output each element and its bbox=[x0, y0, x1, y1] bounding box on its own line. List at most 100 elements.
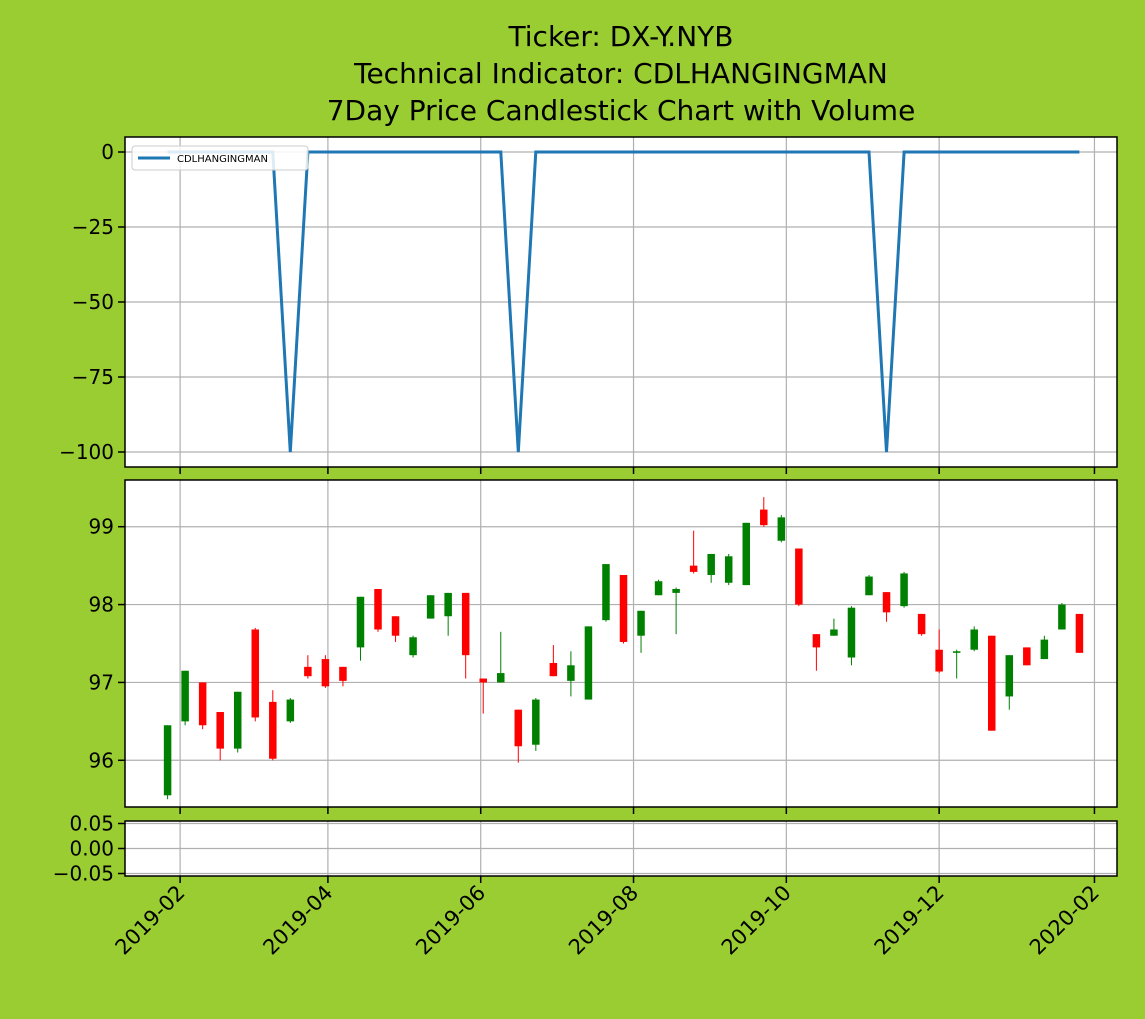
candle bbox=[1075, 613, 1084, 653]
candlestick-series bbox=[163, 497, 1084, 800]
candle-body bbox=[777, 517, 786, 541]
candle bbox=[602, 564, 610, 622]
candle-body bbox=[339, 666, 347, 681]
candle bbox=[619, 574, 628, 644]
y-tick-label: 99 bbox=[89, 515, 114, 539]
candle-body bbox=[409, 637, 417, 656]
candle bbox=[461, 592, 470, 679]
candle-body bbox=[549, 662, 558, 677]
candle bbox=[935, 629, 943, 674]
indicator-legend: CDLHANGINGMAN bbox=[131, 145, 309, 171]
price-panel: 96 97 98 99 bbox=[89, 479, 1118, 808]
y-tick-label: 96 bbox=[89, 748, 114, 772]
candle-body bbox=[672, 589, 680, 593]
candle bbox=[724, 553, 733, 586]
candle bbox=[882, 592, 891, 622]
volume-grid bbox=[125, 821, 1117, 876]
candle-body bbox=[286, 699, 295, 722]
candle-body bbox=[374, 589, 382, 630]
candle bbox=[812, 634, 821, 671]
indicator-panel: 0 −25 −50 −75 −100 CDLHANGINGMAN bbox=[59, 136, 1118, 468]
candle bbox=[584, 626, 593, 700]
y-tick-label: −25 bbox=[72, 215, 114, 239]
candle bbox=[760, 497, 768, 527]
candle-body bbox=[760, 509, 768, 526]
candle-body bbox=[654, 581, 663, 596]
candle bbox=[269, 690, 277, 761]
candle-body bbox=[584, 626, 593, 700]
candle-body bbox=[233, 691, 242, 749]
candle bbox=[1005, 655, 1014, 710]
candle-body bbox=[181, 670, 189, 722]
candle-body bbox=[602, 564, 610, 621]
y-tick-label: 98 bbox=[89, 593, 114, 617]
legend-box bbox=[131, 145, 309, 171]
candle bbox=[444, 592, 452, 636]
candle-body bbox=[882, 592, 891, 613]
candle-body bbox=[444, 592, 452, 617]
candle bbox=[391, 616, 400, 642]
candle bbox=[970, 626, 978, 652]
candle-body bbox=[321, 659, 330, 687]
candle-body bbox=[707, 553, 715, 575]
candle bbox=[497, 631, 505, 683]
candle bbox=[777, 515, 786, 543]
candle-body bbox=[847, 607, 856, 658]
y-tick-label: −0.05 bbox=[53, 862, 114, 886]
candle-body bbox=[830, 629, 838, 636]
candle-body bbox=[970, 629, 978, 650]
candle bbox=[198, 682, 207, 730]
candle-body bbox=[532, 699, 540, 745]
candle-body bbox=[900, 573, 908, 607]
candle bbox=[374, 589, 382, 632]
candle bbox=[1040, 635, 1049, 660]
chart-title: Ticker: DX-Y.NYB Technical Indicator: CD… bbox=[327, 20, 916, 127]
candle-body bbox=[1023, 647, 1031, 666]
candle-body bbox=[514, 709, 523, 747]
candle bbox=[637, 610, 645, 653]
y-tick-label: 0 bbox=[101, 140, 114, 164]
indicator-panel-frame bbox=[124, 136, 1118, 468]
candle-body bbox=[1075, 613, 1084, 653]
candle bbox=[233, 691, 242, 753]
candle-body bbox=[812, 634, 821, 648]
title-line-1: Ticker: DX-Y.NYB bbox=[508, 20, 734, 53]
y-tick-label: −50 bbox=[72, 290, 114, 314]
candle-body bbox=[567, 665, 575, 681]
candle bbox=[321, 655, 330, 688]
candle-body bbox=[689, 565, 698, 572]
price-panel-frame bbox=[124, 479, 1118, 808]
candle-body bbox=[216, 712, 224, 749]
y-tick-label: 97 bbox=[89, 670, 114, 694]
candle-body bbox=[198, 682, 207, 726]
candle-body bbox=[935, 649, 943, 672]
candle bbox=[742, 522, 751, 586]
candle bbox=[865, 574, 873, 596]
candle bbox=[181, 670, 189, 726]
candle-body bbox=[724, 556, 733, 583]
candle bbox=[479, 678, 487, 714]
y-tick-label: −100 bbox=[59, 440, 114, 464]
candle-body bbox=[637, 610, 645, 636]
candle bbox=[216, 712, 224, 761]
candle bbox=[795, 548, 803, 607]
candle bbox=[163, 725, 172, 800]
candle bbox=[917, 613, 926, 636]
price-y-axis: 96 97 98 99 bbox=[89, 515, 125, 772]
indicator-series-line bbox=[167, 150, 1080, 453]
candle-body bbox=[987, 635, 996, 731]
candle-body bbox=[795, 548, 803, 605]
candle-body bbox=[742, 522, 751, 586]
candle-body bbox=[497, 673, 505, 683]
candle-body bbox=[865, 576, 873, 596]
candle bbox=[356, 596, 365, 661]
candle bbox=[900, 571, 908, 608]
candle-body bbox=[952, 651, 961, 653]
candle bbox=[286, 698, 295, 723]
candle-body bbox=[356, 596, 365, 648]
y-tick-label: −75 bbox=[72, 365, 114, 389]
candle bbox=[689, 530, 698, 574]
candle-body bbox=[163, 725, 172, 796]
candle bbox=[567, 651, 575, 697]
